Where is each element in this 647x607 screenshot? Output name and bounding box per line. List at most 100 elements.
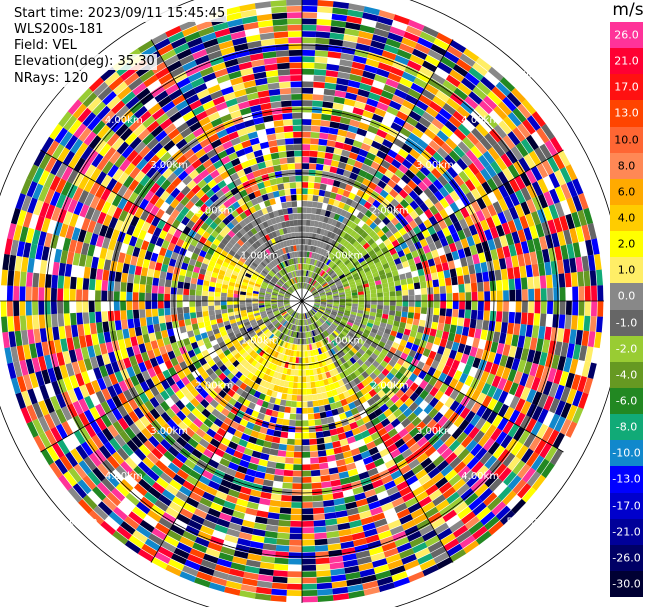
velocity-gate [358,246,366,254]
velocity-gate [313,412,321,420]
velocity-gate [76,301,83,313]
velocity-gate [405,25,422,37]
velocity-gate [363,201,372,210]
velocity-gate [443,50,460,64]
velocity-gate [443,269,451,279]
velocity-gate [521,289,528,301]
velocity-gate [130,255,138,266]
velocity-gate [343,312,350,317]
velocity-gate [374,316,382,322]
velocity-gate [345,293,352,297]
velocity-gate [272,436,281,444]
velocity-gate [401,71,416,83]
velocity-gate [342,203,351,212]
velocity-gate [302,420,309,427]
velocity-gate [466,114,480,128]
velocity-gate [101,311,108,322]
velocity-gate [151,308,159,317]
velocity-gate [83,266,91,279]
velocity-gate [426,172,438,184]
velocity-gate [332,291,339,295]
velocity-gate [437,61,453,75]
velocity-gate [383,238,392,247]
velocity-gate [358,30,374,40]
velocity-gate [565,213,575,230]
velocity-gate [321,481,332,489]
velocity-gate [531,211,541,226]
velocity-gate [328,270,335,276]
velocity-gate [375,68,390,78]
velocity-gate [503,195,515,209]
velocity-gate [543,191,554,207]
velocity-gate [486,178,498,191]
velocity-gate [373,134,385,144]
velocity-gate [311,259,316,266]
velocity-gate [32,301,39,316]
velocity-gate [578,345,588,361]
velocity-gate [538,326,546,340]
velocity-gate [498,332,507,344]
velocity-gate [302,464,311,471]
velocity-gate [422,348,431,358]
velocity-gate [333,199,341,207]
velocity-gate [347,264,355,271]
velocity-gate [385,272,393,279]
velocity-gate [368,204,377,213]
velocity-gate [303,263,306,270]
velocity-gate [389,286,396,292]
velocity-gate [319,269,324,276]
velocity-gate [502,167,514,182]
velocity-gate [382,287,389,293]
velocity-gate [385,193,395,203]
velocity-gate [317,277,323,283]
velocity-gate [302,257,305,264]
velocity-gate [342,190,351,198]
velocity-gate [430,232,440,243]
velocity-gate [307,182,315,189]
velocity-gate [563,229,573,245]
velocity-gate [577,375,588,393]
velocity-gate [445,234,455,245]
velocity-gate [256,465,267,473]
velocity-gate [554,246,563,261]
velocity-gate [455,267,463,277]
velocity-gate [478,231,487,243]
velocity-gate [399,43,415,54]
velocity-gate [282,419,290,426]
velocity-gate [464,215,474,227]
velocity-gate [302,24,317,31]
velocity-gate [312,400,319,407]
velocity-gate [308,175,316,183]
velocity-gate [433,286,440,295]
velocity-gate [386,149,398,159]
velocity-gate [329,262,336,269]
velocity-gate [385,78,399,89]
velocity-gate [13,270,21,287]
velocity-gate [38,314,46,329]
velocity-gate [521,312,528,325]
velocity-gate [336,459,346,467]
velocity-gate [179,325,187,334]
velocity-gate [441,331,450,340]
velocity-gate [404,214,414,224]
velocity-gate [477,301,484,311]
velocity-gate [502,96,517,112]
velocity-gate [502,245,511,258]
velocity-gate [527,312,534,326]
velocity-gate [385,230,394,239]
velocity-gate [270,493,282,501]
velocity-gate [399,255,408,263]
velocity-gate [557,231,566,247]
velocity-gate [7,270,15,286]
velocity-gate [239,301,246,305]
velocity-gate [501,222,511,235]
velocity-gate [314,62,327,70]
velocity-gate [323,158,332,166]
velocity-gate [399,127,412,138]
velocity-gate [572,286,579,301]
velocity-gate [103,331,112,343]
velocity-gate [417,268,425,277]
velocity-gate [152,316,160,325]
velocity-gate [554,186,566,202]
velocity-gate [394,193,404,204]
